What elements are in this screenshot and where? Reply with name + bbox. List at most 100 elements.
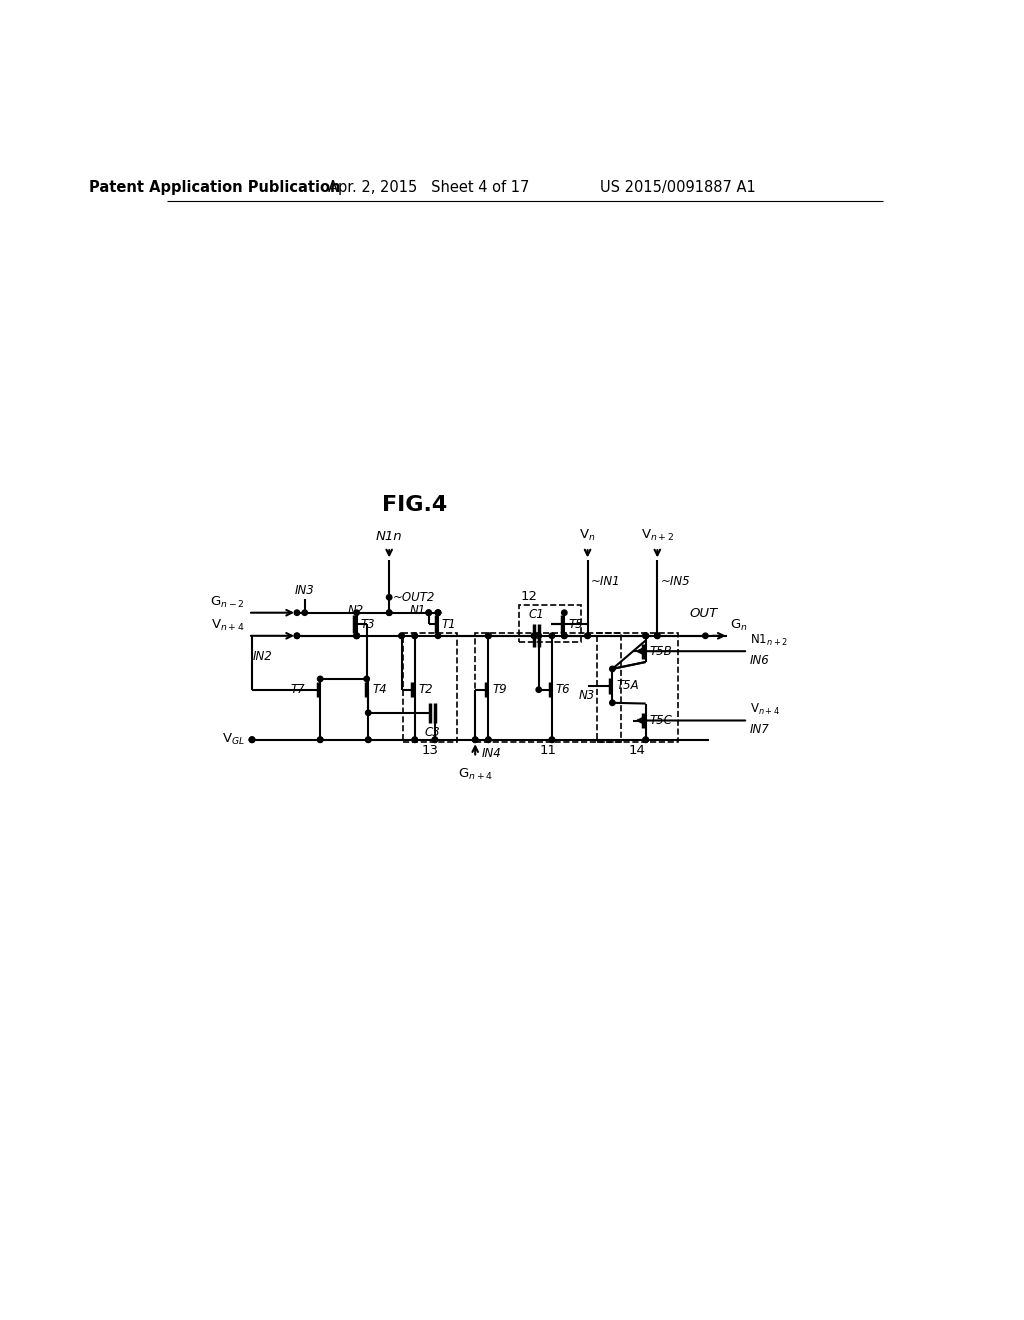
Text: 14: 14 [629,744,645,758]
Circle shape [609,700,615,705]
Circle shape [412,737,418,742]
Text: T7: T7 [290,684,305,696]
Circle shape [366,710,371,715]
Text: T6: T6 [556,684,570,696]
Circle shape [549,634,555,639]
Text: T5: T5 [568,618,583,631]
Circle shape [561,634,567,639]
Text: IN4: IN4 [481,747,501,760]
Circle shape [364,676,370,681]
Circle shape [294,634,300,639]
Circle shape [549,737,555,742]
Text: N1$_{n+2}$: N1$_{n+2}$ [750,634,787,648]
Circle shape [561,610,567,615]
Circle shape [302,610,307,615]
Circle shape [435,610,440,615]
Text: V$_{n+2}$: V$_{n+2}$ [641,528,674,544]
Text: Apr. 2, 2015   Sheet 4 of 17: Apr. 2, 2015 Sheet 4 of 17 [328,180,529,195]
Circle shape [294,634,300,639]
Text: ~IN1: ~IN1 [591,576,621,589]
Text: IN3: IN3 [295,585,314,598]
Text: G$_n$: G$_n$ [730,618,748,634]
Circle shape [426,610,431,615]
Text: T9: T9 [493,684,507,696]
Text: N2: N2 [348,603,365,616]
Text: 13: 13 [422,744,438,758]
Text: ~IN5: ~IN5 [660,576,690,589]
Circle shape [354,634,359,639]
Text: V$_n$: V$_n$ [580,528,596,544]
Bar [597,634,678,742]
Circle shape [536,686,542,693]
Bar [475,634,621,742]
Text: IN2: IN2 [252,649,272,663]
Text: IN7: IN7 [750,723,769,737]
Circle shape [432,737,437,742]
Circle shape [412,634,418,639]
Text: T2: T2 [419,684,433,696]
Circle shape [585,634,590,639]
Circle shape [643,634,648,639]
Circle shape [585,634,590,639]
Circle shape [531,634,537,639]
Text: T1: T1 [442,618,457,631]
Circle shape [531,634,537,639]
Circle shape [435,610,440,615]
Text: Patent Application Publication: Patent Application Publication [89,180,341,195]
Text: N3: N3 [580,689,595,702]
Bar [403,634,458,742]
Text: V$_{GL}$: V$_{GL}$ [222,733,245,747]
Text: IN6: IN6 [750,653,769,667]
Circle shape [643,634,648,639]
Text: T4: T4 [372,684,387,696]
Circle shape [485,737,492,742]
Text: G$_{n-2}$: G$_{n-2}$ [211,595,245,610]
Circle shape [317,737,323,742]
Circle shape [412,634,418,639]
Circle shape [354,610,359,615]
Circle shape [399,634,404,639]
Circle shape [485,634,492,639]
Circle shape [654,634,660,639]
Circle shape [426,610,431,615]
Text: N1: N1 [411,603,426,616]
Text: N1n: N1n [376,531,402,544]
Circle shape [702,634,708,639]
Text: C1: C1 [528,609,545,622]
Circle shape [654,634,660,639]
Circle shape [609,667,615,672]
Circle shape [366,737,371,742]
Bar [519,605,582,642]
Circle shape [249,737,255,742]
Circle shape [485,737,492,742]
Circle shape [294,610,300,615]
Circle shape [435,610,440,615]
Circle shape [249,737,255,742]
Circle shape [643,737,648,742]
Text: T5C: T5C [649,714,673,727]
Text: T5A: T5A [616,680,639,693]
Circle shape [643,634,648,639]
Circle shape [435,634,440,639]
Circle shape [412,737,418,742]
Circle shape [432,737,437,742]
Text: T3: T3 [360,618,375,631]
Text: C3: C3 [425,726,440,739]
Text: OUT: OUT [690,607,718,620]
Circle shape [536,634,542,639]
Text: T5B: T5B [649,644,672,657]
Circle shape [386,594,392,601]
Circle shape [249,737,255,742]
Circle shape [643,737,648,742]
Circle shape [561,634,567,639]
Text: ~OUT2: ~OUT2 [392,591,434,603]
Circle shape [354,634,359,639]
Text: G$_{n+4}$: G$_{n+4}$ [458,767,493,781]
Circle shape [472,737,478,742]
Text: 11: 11 [540,744,557,758]
Text: US 2015/0091887 A1: US 2015/0091887 A1 [600,180,756,195]
Circle shape [366,737,371,742]
Circle shape [317,737,323,742]
Circle shape [386,610,392,615]
Circle shape [317,676,323,681]
